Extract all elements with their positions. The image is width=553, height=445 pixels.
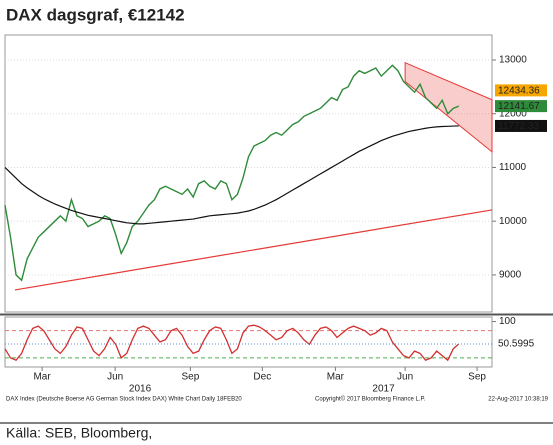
x-tick-label: Mar bbox=[327, 372, 345, 383]
osc-last-value: 50.5995 bbox=[498, 339, 535, 350]
footer-center: Copyright© 2017 Bloomberg Finance L.P. bbox=[315, 396, 426, 403]
y-tick-label: 9000 bbox=[499, 270, 522, 281]
source: Källa: SEB, Bloomberg, bbox=[6, 425, 152, 441]
last-value-tag-box bbox=[495, 119, 547, 132]
last-value-tag: 12141.67 bbox=[498, 101, 540, 112]
year-label: 2016 bbox=[129, 384, 152, 395]
x-tick-label: Sep bbox=[468, 372, 486, 383]
x-tick-label: Jun bbox=[107, 372, 123, 383]
price-tag-box bbox=[495, 84, 547, 97]
x-tick-label: Dec bbox=[253, 372, 271, 383]
trend-line bbox=[14, 209, 493, 291]
last-value-tag: 11772.33 bbox=[498, 121, 539, 132]
x-tick-label: Mar bbox=[33, 372, 51, 383]
osc-tick-label: 100 bbox=[499, 316, 516, 327]
x-tick-label: Sep bbox=[181, 372, 199, 383]
series-line bbox=[4, 64, 460, 282]
footer-left: DAX Index (Deutsche Boerse AG German Sto… bbox=[6, 397, 242, 403]
x-tick-label: Jun bbox=[397, 372, 413, 383]
oscillator-frame bbox=[4, 316, 493, 368]
plot-frame bbox=[4, 34, 493, 313]
y-tick-label: 11000 bbox=[499, 162, 527, 173]
y-tick-label: 13000 bbox=[499, 55, 527, 66]
footer-right: 22-Aug-2017 10:38:19 bbox=[488, 397, 548, 403]
last-value-tag-box bbox=[495, 100, 547, 113]
oscillator-line bbox=[4, 324, 460, 362]
trend-channel bbox=[404, 61, 493, 153]
series-line bbox=[4, 125, 459, 225]
year-label: 2017 bbox=[372, 384, 395, 395]
price-tag: 12434.36 bbox=[498, 86, 540, 97]
y-tick-label: 12000 bbox=[499, 108, 527, 119]
chart-title: DAX dagsgraf, €12142 bbox=[6, 5, 185, 24]
y-tick-label: 10000 bbox=[499, 216, 527, 227]
